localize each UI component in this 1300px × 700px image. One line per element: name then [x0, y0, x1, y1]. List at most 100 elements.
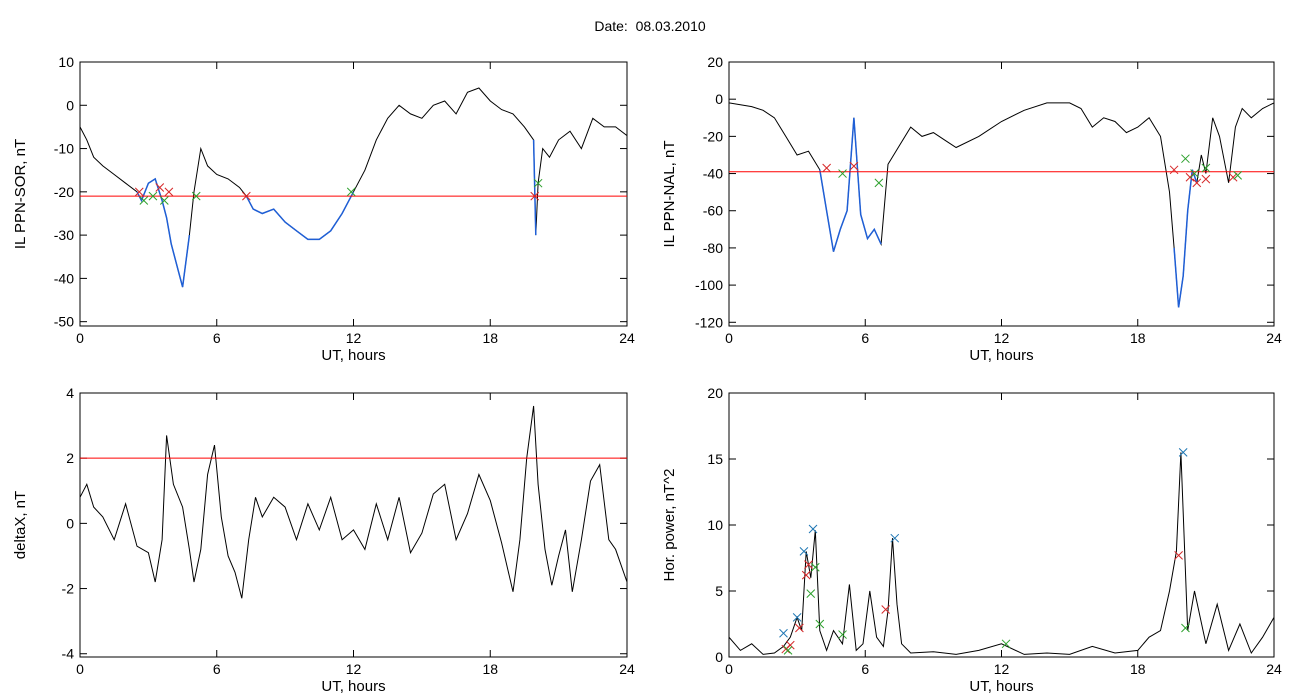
marker-blue: [890, 533, 900, 543]
x-tick-label: 24: [619, 661, 635, 677]
y-tick-label: -10: [54, 141, 74, 157]
marker-red: [1169, 165, 1179, 175]
marker-red: [785, 640, 795, 650]
y-tick-label: 0: [715, 649, 723, 665]
plot-area: [80, 405, 627, 599]
marker-green: [139, 196, 149, 205]
marker-green: [810, 562, 820, 572]
marker-red: [1228, 172, 1238, 182]
y-tick-label: 0: [66, 97, 74, 113]
marker-blue: [1178, 448, 1188, 457]
marker-green: [191, 191, 201, 201]
x-tick-label: 12: [994, 661, 1010, 677]
highlight-segment: [245, 191, 355, 241]
plot-frame: [79, 392, 628, 658]
data-line: [729, 102, 1274, 308]
x-tick-label: 12: [994, 330, 1010, 346]
y-tick-label: 10: [58, 54, 74, 70]
marker-green: [533, 178, 543, 188]
marker-red: [795, 623, 804, 633]
y-tick-label: 15: [707, 451, 723, 467]
x-axis-label: UT, hours: [969, 347, 1033, 364]
panel-ppn-nal: 0 6 12 18 24 20 0 -20 -40 -60 -80 -100 -120 UT, hours…: [661, 54, 1282, 364]
y-tick-label: -120: [695, 314, 723, 330]
y-tick-label: 2: [66, 450, 74, 466]
marker-red: [242, 191, 251, 201]
marker-red: [1192, 178, 1202, 188]
marker-green: [806, 589, 816, 598]
x-tick-label: 18: [1130, 330, 1146, 346]
marker-red: [849, 161, 859, 171]
marker-red: [1174, 551, 1183, 560]
marker-green: [1001, 639, 1011, 649]
y-tick-label: -20: [54, 184, 74, 200]
marker-blue: [792, 613, 802, 622]
marker-blue: [799, 547, 809, 556]
panel-deltax: 0 6 12 18 24 4 2 0 -2 -4 UT, hours deltaX, nT: [12, 385, 635, 695]
marker-red: [530, 191, 540, 201]
marker-green: [874, 178, 884, 188]
plot-area: [80, 87, 627, 288]
y-tick-label: -50: [54, 314, 74, 330]
figure-title: Date: 08.03.2010: [594, 18, 706, 34]
x-tick-label: 0: [725, 330, 733, 346]
marker-green: [1181, 623, 1190, 633]
x-tick-label: 12: [346, 330, 362, 346]
y-tick-label: -40: [703, 166, 723, 182]
marker-blue: [779, 628, 788, 638]
plot-frame: [728, 392, 1275, 658]
highlight-segment: [532, 139, 537, 236]
x-tick-label: 6: [861, 661, 869, 677]
panel-ppn-sor: 0 6 12 18 24 10 0 -10 -20 -30 -40 -50 UT, hours IL PP…: [12, 54, 635, 364]
x-tick-label: 6: [213, 661, 221, 677]
x-tick-label: 24: [1266, 330, 1282, 346]
x-tick-label: 18: [1130, 661, 1146, 677]
marker-green: [148, 191, 158, 201]
plot-area: [729, 448, 1274, 655]
x-tick-label: 6: [861, 330, 869, 346]
x-tick-label: 0: [76, 330, 84, 346]
marker-green: [815, 619, 825, 629]
x-tick-label: 6: [213, 330, 221, 346]
marker-green: [838, 630, 847, 639]
marker-red: [881, 605, 891, 614]
marker-blue: [808, 524, 818, 534]
x-axis-label: UT, hours: [969, 678, 1033, 695]
marker-red: [801, 570, 811, 580]
marker-red: [804, 560, 813, 569]
marker-green: [838, 169, 847, 178]
marker-green: [1233, 171, 1243, 180]
marker-green: [1181, 154, 1190, 164]
y-tick-label: 20: [707, 385, 723, 401]
x-tick-label: 12: [346, 661, 362, 677]
highlight-segment: [136, 177, 191, 288]
x-axis-label: UT, hours: [321, 347, 385, 364]
y-tick-label: -40: [54, 270, 74, 286]
marker-green: [1190, 169, 1199, 178]
y-axis-label: IL PPN-NAL, nT: [661, 141, 678, 248]
x-tick-label: 24: [1266, 661, 1282, 677]
highlight-segment: [1173, 169, 1198, 308]
y-tick-label: -20: [703, 128, 723, 144]
x-tick-label: 18: [482, 661, 498, 677]
marker-red: [822, 163, 831, 173]
highlight-segment: [819, 117, 882, 252]
y-tick-label: 20: [707, 54, 723, 70]
marker-red: [134, 187, 144, 197]
y-tick-label: -100: [695, 277, 723, 293]
y-tick-label: 0: [715, 91, 723, 107]
y-tick-label: -60: [703, 203, 723, 219]
x-axis-label: UT, hours: [321, 678, 385, 695]
marker-green: [783, 646, 793, 655]
marker-red: [1185, 172, 1195, 182]
y-tick-label: 10: [707, 517, 723, 533]
y-axis-label: IL PPN-SOR, nT: [12, 139, 29, 249]
y-tick-label: -4: [62, 646, 75, 662]
marker-green: [1201, 163, 1211, 173]
x-tick-label: 18: [482, 330, 498, 346]
y-tick-label: -80: [703, 240, 723, 256]
y-axis-label: deltaX, nT: [12, 491, 29, 559]
y-tick-label: 5: [715, 583, 723, 599]
plot-area: [729, 102, 1274, 308]
